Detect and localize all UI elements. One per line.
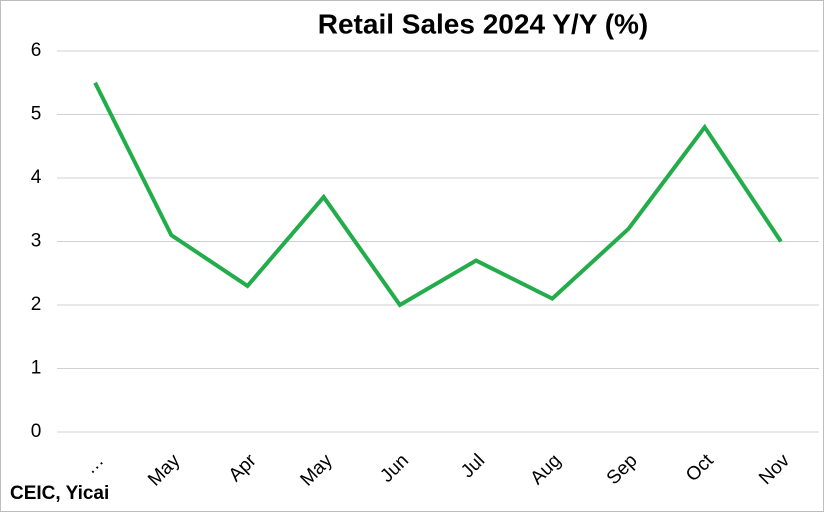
y-tick-label: 1 — [31, 358, 42, 379]
source-note: CEIC, Yicai — [10, 483, 109, 504]
y-tick-label: 6 — [31, 40, 42, 61]
chart-title: Retail Sales 2024 Y/Y (%) — [318, 8, 649, 39]
data-line — [93, 81, 783, 308]
y-tick-label: 3 — [31, 231, 42, 252]
y-tick-label: 5 — [31, 104, 42, 125]
y-tick-label: 4 — [31, 167, 42, 188]
y-tick-label: 0 — [31, 421, 42, 442]
y-tick-label: 2 — [31, 294, 42, 315]
